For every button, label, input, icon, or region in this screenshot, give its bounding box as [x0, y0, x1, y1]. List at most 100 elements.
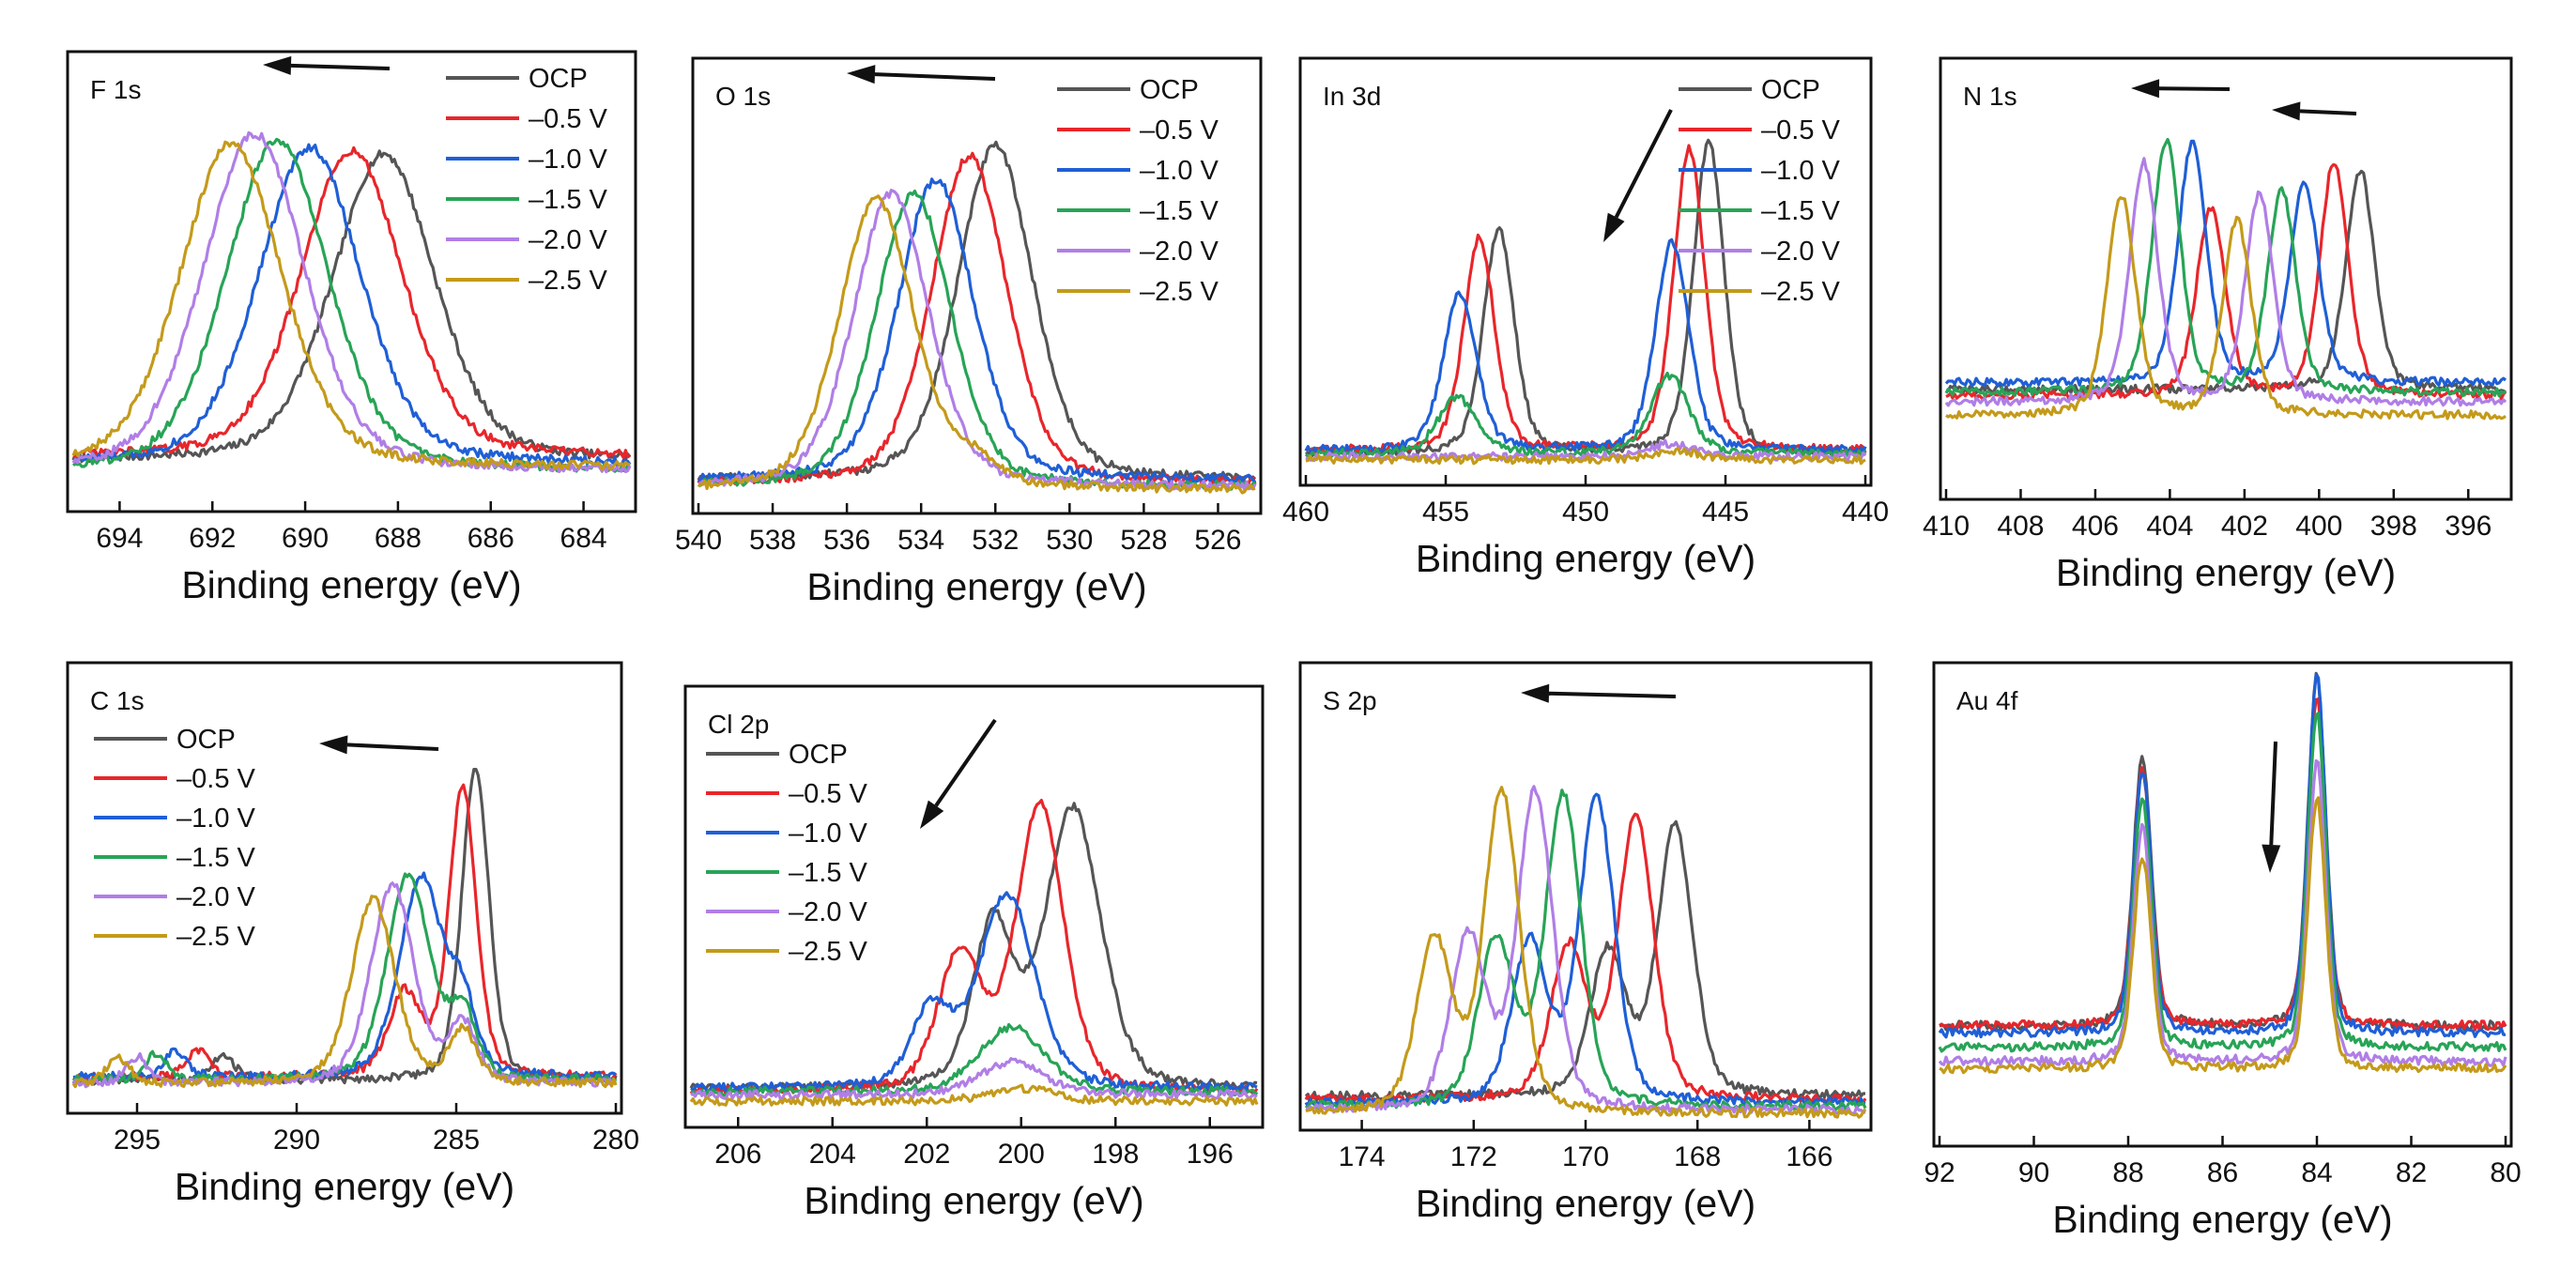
- series-line-minus-2p0V: [698, 189, 1257, 492]
- panel-cl-2p: 206 204 202 200 198 196 Binding energy (eV) Cl …: [683, 684, 1265, 1222]
- x-tick-label: 82: [2396, 1157, 2427, 1188]
- x-tick-label: 400: [2295, 511, 2342, 542]
- legend-label: –1.0 V: [1140, 156, 1219, 186]
- legend-label: –0.5 V: [789, 779, 867, 809]
- x-tick-label: 92: [1924, 1157, 1955, 1188]
- series-line-minus-1p0V: [72, 143, 632, 467]
- panel-in-3d: 460 455 450 445 440 Binding energy (eV) In 3d O…: [1282, 56, 1889, 580]
- x-axis-label: Binding energy (eV): [804, 1179, 1143, 1222]
- x-tick-label: 450: [1562, 497, 1609, 528]
- legend-label: OCP: [789, 740, 848, 770]
- shift-arrow: [934, 718, 997, 807]
- shift-arrow-head: [920, 800, 944, 829]
- x-tick-label: 410: [1923, 511, 1970, 542]
- panel-title: N 1s: [1963, 82, 2017, 111]
- series-line-minus-2p5V: [1939, 796, 2507, 1075]
- x-tick-label: 540: [675, 525, 722, 556]
- plot-frame: [66, 661, 623, 1115]
- shift-arrow-head: [263, 55, 292, 75]
- x-tick-label: 172: [1450, 1141, 1497, 1172]
- series-line-minus-0p5V: [1304, 812, 1867, 1105]
- panel-c-1s: 295 290 285 280 Binding energy (eV) C 1s OCP –0…: [66, 661, 639, 1208]
- legend-label: –0.5 V: [1761, 115, 1840, 145]
- series-line-OCP: [1940, 671, 2507, 1032]
- series-line-minus-2p5V: [1305, 446, 1866, 466]
- x-tick-label: 84: [2301, 1157, 2332, 1188]
- series-line-minus-2p0V: [71, 130, 632, 474]
- legend-label: –1.0 V: [1761, 156, 1840, 186]
- legend-label: –2.0 V: [529, 225, 607, 255]
- x-tick-label: 686: [468, 523, 514, 554]
- x-tick-label: 684: [560, 523, 607, 554]
- legend-label: –0.5 V: [529, 104, 607, 134]
- series-line-minus-1p5V: [71, 872, 618, 1085]
- legend-label: –1.0 V: [176, 804, 255, 834]
- legend-label: –0.5 V: [1140, 115, 1219, 145]
- legend-label: –1.5 V: [1761, 196, 1840, 226]
- shift-arrow: [1614, 109, 1673, 219]
- series-line-OCP: [1304, 819, 1865, 1102]
- legend-label: –1.5 V: [789, 858, 867, 888]
- plot-frame: [66, 50, 637, 513]
- x-tick-label: 688: [375, 523, 422, 554]
- shift-arrow: [2269, 741, 2277, 846]
- x-tick-label: 285: [433, 1125, 480, 1156]
- legend-label: –2.0 V: [176, 882, 255, 912]
- series-line-minus-2p5V: [1945, 196, 2507, 421]
- x-tick-label: 396: [2445, 511, 2492, 542]
- x-tick-label: 204: [809, 1139, 856, 1170]
- x-tick-label: 536: [823, 525, 870, 556]
- series-line-minus-0p5V: [1939, 697, 2507, 1032]
- shift-arrow: [2158, 86, 2231, 91]
- x-tick-label: 86: [2207, 1157, 2238, 1188]
- series-line-minus-2p0V: [690, 1057, 1258, 1100]
- x-tick-label: 196: [1187, 1139, 1234, 1170]
- x-tick-label: 445: [1702, 497, 1749, 528]
- x-tick-label: 88: [2112, 1157, 2143, 1188]
- plot-frame: [1932, 661, 2513, 1148]
- series-line-minus-2p0V: [1305, 785, 1866, 1115]
- x-tick-label: 408: [1997, 511, 2044, 542]
- panel-title: F 1s: [90, 75, 141, 104]
- panel-au-4f: 92 90 88 86 84 82 80 Binding energy (eV) Au 4f: [1924, 661, 2522, 1241]
- x-tick-label: 202: [903, 1139, 950, 1170]
- shift-arrow-head: [1521, 683, 1550, 703]
- panel-title: C 1s: [90, 686, 145, 715]
- legend-label: –1.0 V: [529, 145, 607, 175]
- shift-arrow: [290, 63, 391, 70]
- x-tick-label: 526: [1194, 525, 1241, 556]
- series-line-minus-2p5V: [71, 140, 631, 471]
- panel-title: Au 4f: [1956, 686, 2018, 715]
- x-tick-label: 170: [1562, 1141, 1609, 1172]
- legend-label: –1.5 V: [1140, 196, 1219, 226]
- x-tick-label: 398: [2370, 511, 2417, 542]
- x-tick-label: 168: [1674, 1141, 1721, 1172]
- panel-f-1s: 694 692 690 688 686 684 Binding energy (eV) F 1…: [66, 50, 637, 606]
- series-line-minus-0p5V: [72, 145, 631, 460]
- legend-label: OCP: [176, 725, 236, 755]
- x-tick-label: 532: [972, 525, 1019, 556]
- legend-label: –2.5 V: [529, 266, 607, 296]
- series-line-minus-2p5V: [71, 895, 618, 1089]
- x-tick-label: 198: [1092, 1139, 1139, 1170]
- x-tick-label: 80: [2490, 1157, 2521, 1188]
- x-tick-label: 174: [1339, 1141, 1386, 1172]
- legend-label: –2.5 V: [176, 922, 255, 952]
- shift-arrow-head: [1603, 212, 1625, 242]
- series-line-minus-1p0V: [72, 871, 617, 1082]
- x-tick-label: 538: [749, 525, 796, 556]
- series-line-minus-0p5V: [689, 799, 1259, 1096]
- x-tick-label: 200: [998, 1139, 1045, 1170]
- legend-label: –2.0 V: [1140, 237, 1219, 267]
- series-line-minus-1p0V: [1944, 139, 2507, 388]
- x-tick-label: 440: [1842, 497, 1889, 528]
- shift-arrow-head: [319, 735, 348, 755]
- series-line-minus-1p0V: [690, 891, 1258, 1094]
- legend-label: –1.0 V: [789, 819, 867, 849]
- plot-frame: [1298, 661, 1873, 1132]
- x-tick-label: 528: [1120, 525, 1167, 556]
- shift-arrow-head: [847, 65, 876, 84]
- x-axis-label: Binding energy (eV): [2056, 551, 2396, 594]
- shift-arrow: [874, 72, 996, 81]
- x-tick-label: 290: [273, 1125, 320, 1156]
